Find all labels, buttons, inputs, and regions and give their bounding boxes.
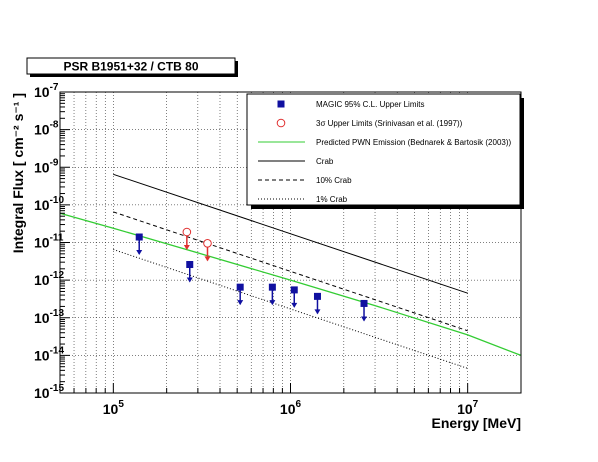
y-tick-label: 10-15 <box>34 383 64 401</box>
magic-upper-limit-point <box>360 299 368 307</box>
x-axis-title: Energy [MeV] <box>432 415 521 431</box>
upper-limit-arrowhead <box>269 300 276 306</box>
legend: MAGIC 95% C.L. Upper Limits 3σ Upper Limi… <box>246 93 524 209</box>
y-tick-label: 10-12 <box>34 270 64 288</box>
legend-label: MAGIC 95% C.L. Upper Limits <box>316 100 424 109</box>
axis-ticks <box>59 91 522 394</box>
x-tick-label: 107 <box>457 399 479 417</box>
magic-upper-limit-point <box>290 286 298 294</box>
magic-upper-limit-point <box>135 233 143 241</box>
series-line <box>113 173 468 294</box>
upper-limit-arrowhead <box>314 309 321 315</box>
chart-title: PSR B1951+32 / CTB 80 <box>63 60 198 74</box>
upper-limit-arrowhead <box>361 316 368 322</box>
y-tick-label: 10-14 <box>34 345 64 363</box>
x-tick-label: 106 <box>280 399 302 417</box>
upper-limit-arrowhead <box>183 245 190 251</box>
magic-upper-limit-point <box>313 292 321 300</box>
magic-upper-limit-point <box>268 283 276 291</box>
magic-upper-limit-point <box>186 261 194 269</box>
legend-marker <box>277 100 285 108</box>
chart-title-box: PSR B1951+32 / CTB 80 <box>26 57 238 77</box>
legend-label: 1% Crab <box>316 195 348 204</box>
legend-label: 3σ Upper Limits (Srinivasan et al. (1997… <box>316 119 463 128</box>
legend-label: Crab <box>316 157 334 166</box>
upper-limit-arrowhead <box>237 300 244 306</box>
series-lines <box>59 173 522 369</box>
y-tick-label: 10-9 <box>34 157 59 175</box>
srinivasan-upper-limit-point <box>182 227 192 237</box>
y-axis-title: Integral Flux [ cm⁻² s⁻¹ ] <box>10 93 26 253</box>
y-tick-label: 10-13 <box>34 308 64 326</box>
upper-limit-arrowhead <box>136 250 143 256</box>
legend-marker <box>276 118 286 128</box>
axis-tick-labels: 105 106 107 10-7 10-8 10-9 10-10 10-11 10-12 10-1… <box>34 82 479 417</box>
series-line <box>113 249 468 369</box>
y-tick-label: 10-11 <box>34 233 64 251</box>
upper-limit-arrowhead <box>204 256 211 262</box>
y-tick-label: 10-8 <box>34 120 59 138</box>
series-line <box>59 212 522 357</box>
series-points <box>135 227 368 322</box>
series-line <box>113 211 468 332</box>
upper-limit-arrowhead <box>291 302 298 308</box>
srinivasan-upper-limit-point <box>203 239 212 248</box>
magic-upper-limit-point <box>236 283 244 291</box>
legend-label: 10% Crab <box>316 176 352 185</box>
y-tick-label: 10-7 <box>34 82 59 100</box>
y-tick-label: 10-10 <box>34 195 64 213</box>
upper-limit-arrowhead <box>186 277 193 283</box>
x-tick-label: 105 <box>103 399 125 417</box>
legend-label: Predicted PWN Emission (Bednarek & Barto… <box>316 138 512 147</box>
